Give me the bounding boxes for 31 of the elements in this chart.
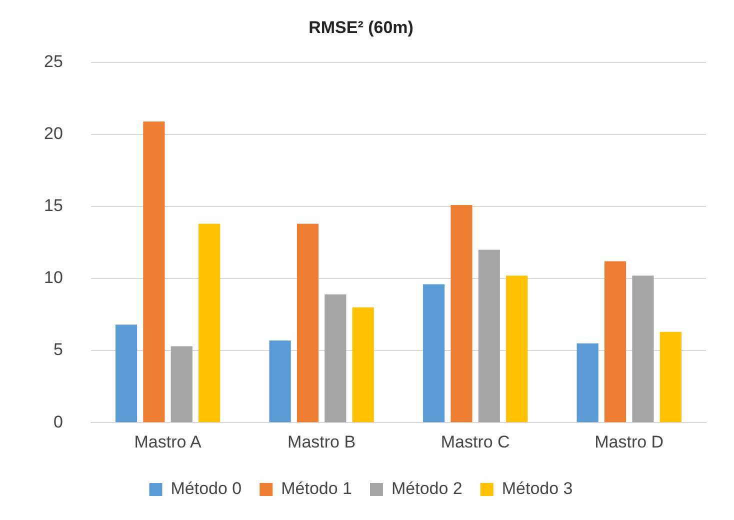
x-tick-label: Mastro B: [288, 432, 356, 452]
bar: [506, 276, 528, 422]
y-tick-label: 0: [53, 412, 63, 432]
bar: [450, 205, 472, 422]
bar: [660, 332, 682, 422]
legend-label: Método 2: [392, 479, 462, 498]
bar: [198, 224, 220, 422]
legend-label: Método 0: [170, 479, 242, 498]
bar: [478, 250, 500, 422]
bar: [170, 346, 192, 422]
y-tick-label: 15: [44, 196, 63, 216]
legend-label: Método 1: [281, 479, 352, 498]
chart-title: RMSE² (60m): [308, 18, 414, 37]
bar: [576, 343, 598, 422]
y-tick-label: 10: [44, 268, 63, 288]
bar: [115, 324, 138, 422]
bar: [352, 307, 374, 422]
bar: [423, 284, 445, 422]
x-tick-label: Mastro D: [594, 432, 664, 452]
legend-label: Método 3: [502, 479, 573, 498]
bar: [296, 224, 319, 422]
y-tick-label: 20: [44, 124, 63, 144]
x-tick-label: Mastro A: [134, 432, 202, 452]
y-tick-label: 5: [53, 340, 63, 360]
bar: [632, 276, 654, 422]
bar: [143, 121, 165, 422]
bar: [324, 294, 346, 422]
bar: [604, 261, 626, 422]
y-tick-label: 25: [44, 52, 63, 72]
x-tick-label: Mastro C: [440, 432, 510, 452]
bar: [269, 340, 291, 422]
